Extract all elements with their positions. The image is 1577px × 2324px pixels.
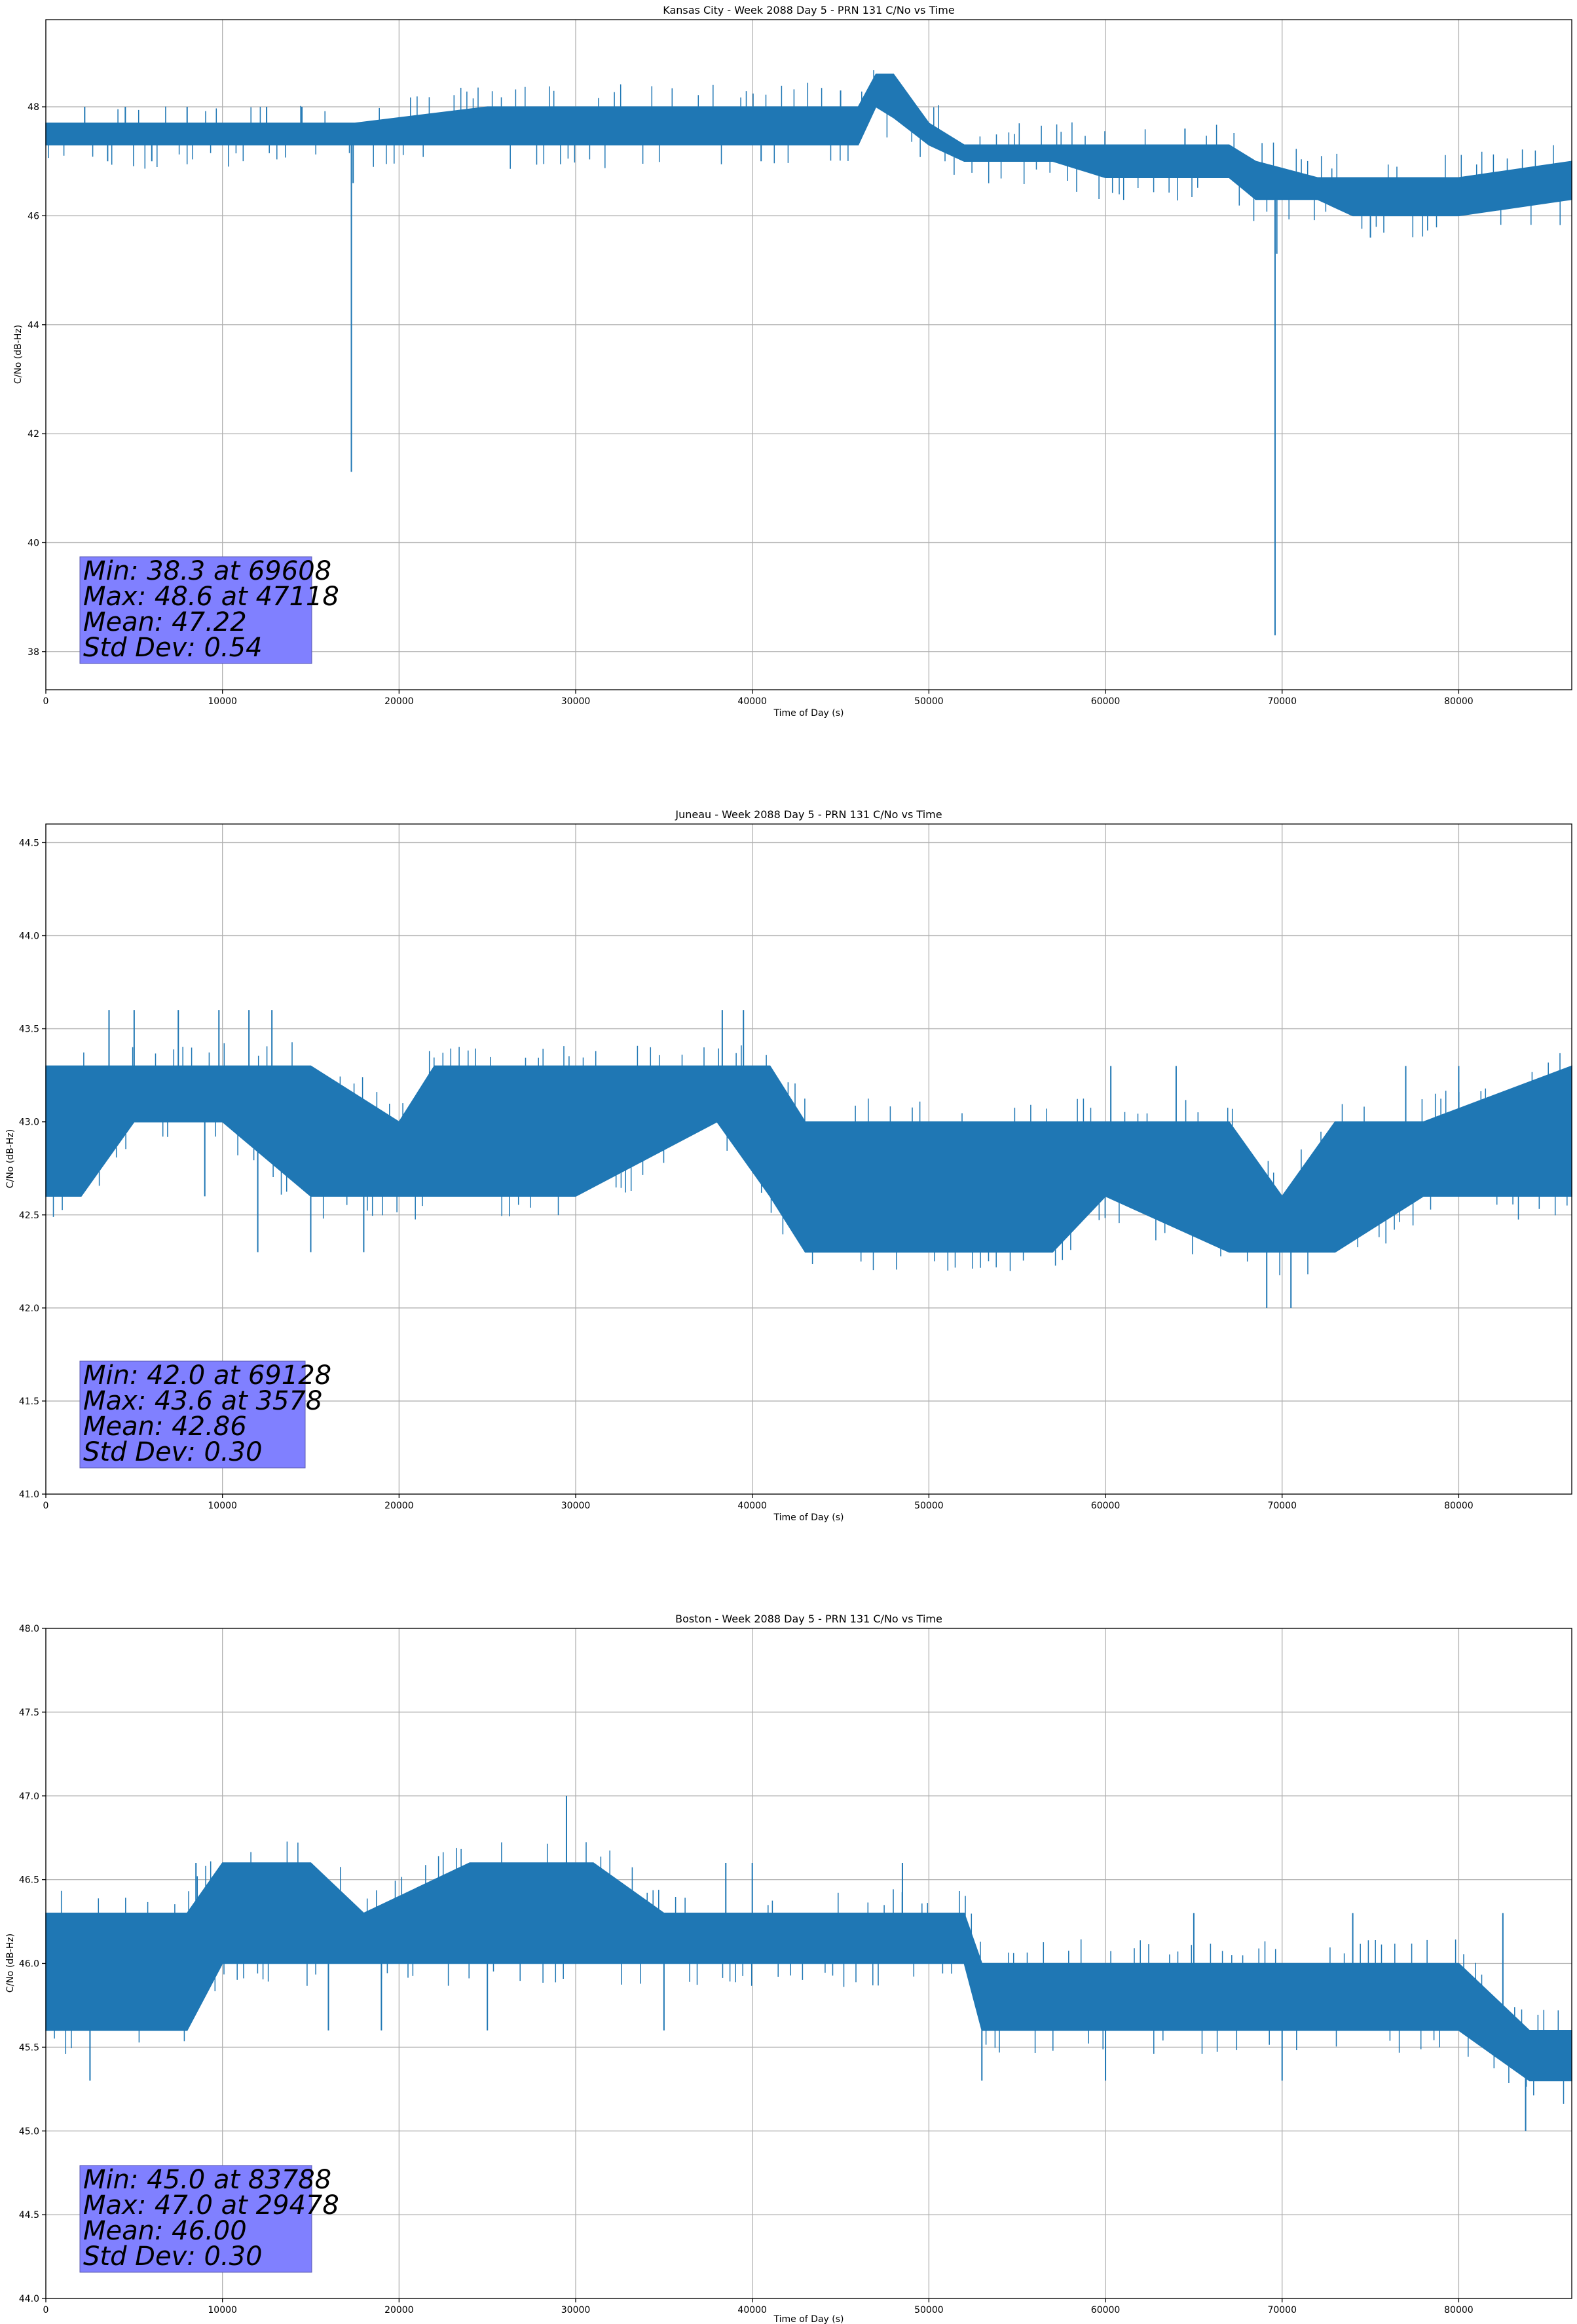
- signal-jitter: [54, 1841, 1565, 2104]
- plot-frame: [45, 19, 1572, 690]
- y-tick-label: 48: [28, 102, 39, 113]
- x-tick-label: 70000: [1267, 696, 1297, 707]
- plot-frame: [45, 823, 1572, 1495]
- x-tick-label: 30000: [561, 696, 591, 707]
- y-axis-label: C/No (dB-Hz): [13, 325, 24, 384]
- axis-ticks: 0 10000 20000 30000 40000 50000 60000 70000 8000…: [19, 838, 1474, 1511]
- chart-title: Juneau - Week 2088 Day 5 - PRN 131 C/No …: [675, 808, 942, 821]
- axis-ticks: 0 10000 20000 30000 40000 50000 60000 70000 8000…: [28, 102, 1474, 707]
- x-tick-label: 0: [43, 696, 49, 707]
- stats-mean: Mean: 47.22: [83, 607, 247, 637]
- y-tick-label: 44: [28, 320, 39, 331]
- y-tick-label: 45.5: [19, 2042, 39, 2053]
- stats-max: Max: 47.0 at 29478: [83, 2190, 339, 2221]
- x-tick-label: 70000: [1267, 2305, 1297, 2315]
- y-tick-label: 47.0: [19, 1791, 39, 1802]
- x-tick-label: 80000: [1444, 696, 1474, 707]
- chart-panel-juneau: Juneau - Week 2088 Day 5 - PRN 131 C/No …: [5, 808, 1572, 1523]
- x-tick-label: 50000: [914, 696, 944, 707]
- x-tick-label: 0: [43, 1501, 49, 1511]
- x-tick-label: 80000: [1444, 1501, 1474, 1511]
- y-tick-label: 45.0: [19, 2126, 39, 2137]
- x-axis-label: Time of Day (s): [773, 708, 844, 719]
- x-tick-label: 40000: [737, 2305, 767, 2315]
- y-tick-label: 41.5: [19, 1396, 39, 1407]
- y-tick-label: 42.5: [19, 1210, 39, 1221]
- stats-std-dev: Std Dev: 0.30: [83, 2241, 263, 2272]
- x-tick-label: 70000: [1267, 1501, 1297, 1511]
- x-tick-label: 60000: [1091, 2305, 1121, 2315]
- stats-mean: Mean: 46.00: [83, 2216, 247, 2246]
- y-tick-label: 42: [28, 429, 39, 440]
- stats-box-background: [79, 1360, 306, 1469]
- stats-max: Max: 48.6 at 47118: [83, 582, 339, 612]
- x-tick-label: 80000: [1444, 2305, 1474, 2315]
- stats-box-background: [79, 556, 312, 664]
- stats-std-dev: Std Dev: 0.30: [83, 1437, 263, 1467]
- chart-title: Kansas City - Week 2088 Day 5 - PRN 131 …: [663, 4, 954, 16]
- x-tick-label: 50000: [914, 1501, 944, 1511]
- x-tick-label: 40000: [737, 696, 767, 707]
- x-tick-label: 50000: [914, 2305, 944, 2315]
- x-tick-label: 20000: [384, 1501, 414, 1511]
- x-tick-label: 60000: [1091, 1501, 1121, 1511]
- y-tick-label: 42.0: [19, 1303, 39, 1314]
- stats-box-background: [79, 2165, 312, 2273]
- y-tick-label: 44.0: [19, 2294, 39, 2304]
- x-tick-label: 20000: [384, 696, 414, 707]
- chart-panel-kansas-city: Kansas City - Week 2088 Day 5 - PRN 131 …: [13, 4, 1572, 719]
- y-tick-label: 47.5: [19, 1708, 39, 1718]
- x-tick-label: 30000: [561, 2305, 591, 2315]
- x-tick-label: 10000: [208, 696, 237, 707]
- stats-mean: Mean: 42.86: [83, 1412, 247, 1442]
- signal-jitter: [52, 1042, 1568, 1275]
- y-tick-label: 41.0: [19, 1490, 39, 1500]
- x-tick-label: 20000: [384, 2305, 414, 2315]
- y-tick-label: 46.5: [19, 1875, 39, 1886]
- y-axis-label: C/No (dB-Hz): [5, 1934, 16, 1993]
- stats-box: Min: 45.0 at 83788 Max: 47.0 at 29478 Me…: [79, 2165, 339, 2273]
- stats-min: Min: 38.3 at 69608: [83, 556, 331, 586]
- x-tick-label: 60000: [1091, 696, 1121, 707]
- signal-jitter: [48, 70, 1561, 238]
- y-tick-label: 38: [28, 647, 39, 658]
- y-axis-label: C/No (dB-Hz): [5, 1129, 16, 1188]
- stats-box: Min: 42.0 at 69128 Max: 43.6 at 3578 Mea…: [79, 1360, 331, 1469]
- stats-min: Min: 45.0 at 83788: [83, 2165, 331, 2195]
- y-tick-label: 48.0: [19, 1624, 39, 1634]
- y-tick-label: 44.0: [19, 931, 39, 942]
- x-tick-label: 40000: [737, 1501, 767, 1511]
- x-axis-label: Time of Day (s): [773, 1512, 844, 1523]
- stats-std-dev: Std Dev: 0.54: [83, 633, 263, 663]
- chart-panel-boston: Boston - Week 2088 Day 5 - PRN 131 C/No …: [5, 1613, 1572, 2324]
- x-tick-label: 30000: [561, 1501, 591, 1511]
- y-tick-label: 40: [28, 538, 39, 548]
- x-axis-label: Time of Day (s): [773, 2314, 844, 2324]
- stats-min: Min: 42.0 at 69128: [83, 1360, 331, 1391]
- y-tick-label: 44.5: [19, 2210, 39, 2221]
- chart-title: Boston - Week 2088 Day 5 - PRN 131 C/No …: [675, 1613, 942, 1625]
- y-tick-label: 43.5: [19, 1024, 39, 1035]
- stats-max: Max: 43.6 at 3578: [83, 1386, 322, 1416]
- x-tick-label: 10000: [208, 1501, 237, 1511]
- y-tick-label: 46: [28, 211, 39, 221]
- stats-box: Min: 38.3 at 69608 Max: 48.6 at 47118 Me…: [79, 556, 339, 664]
- axis-ticks: 0 10000 20000 30000 40000 50000 60000 70000 8000…: [19, 1624, 1474, 2315]
- y-tick-label: 46.0: [19, 1959, 39, 1970]
- y-tick-label: 43.0: [19, 1117, 39, 1128]
- y-tick-label: 44.5: [19, 838, 39, 848]
- x-tick-label: 10000: [208, 2305, 237, 2315]
- x-tick-label: 0: [43, 2305, 49, 2315]
